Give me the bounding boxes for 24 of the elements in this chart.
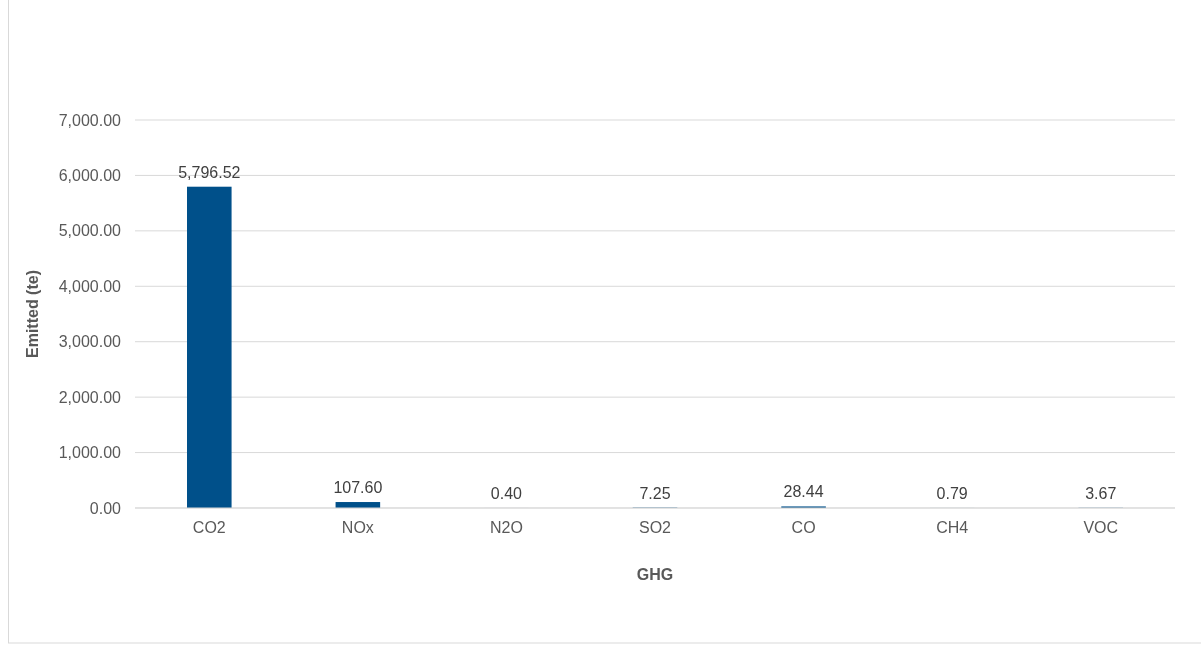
x-tick-label: SO2	[638, 519, 672, 537]
data-label: 7.25	[639, 484, 671, 502]
y-tick-label: 2,000.00	[58, 388, 122, 406]
data-label: 0.40	[490, 484, 523, 502]
x-tick-label: CO	[791, 519, 816, 537]
y-tick-label: 6,000.00	[58, 167, 122, 185]
data-label: 107.60	[333, 479, 383, 497]
y-tick-label: 1,000.00	[58, 444, 122, 462]
data-label: 5,796.52	[178, 163, 241, 181]
data-label: 28.44	[783, 483, 824, 501]
y-tick-label: 4,000.00	[58, 277, 122, 295]
data-label: 0.79	[936, 484, 968, 502]
y-tick-label: 7,000.00	[58, 111, 122, 129]
x-tick-label: CH4	[936, 519, 969, 537]
x-tick-label: NOx	[341, 519, 374, 537]
y-axis-title: Emitted (te)	[24, 270, 41, 358]
x-tick-label: CO2	[192, 519, 226, 537]
data-label: 3.67	[1085, 484, 1117, 502]
x-axis-title: GHG	[636, 566, 674, 583]
y-tick-label: 5,000.00	[58, 222, 122, 240]
x-tick-label: VOC	[1083, 519, 1119, 537]
y-tick-label: 3,000.00	[58, 333, 122, 351]
y-tick-label: 0.00	[89, 499, 122, 517]
x-tick-label: N2O	[489, 519, 523, 537]
